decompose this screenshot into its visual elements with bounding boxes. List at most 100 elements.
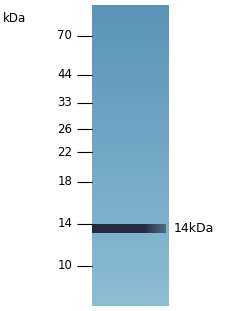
Bar <box>92 28 169 29</box>
Bar <box>93 224 94 233</box>
Bar <box>92 255 169 256</box>
Bar <box>92 157 169 159</box>
Bar <box>92 150 169 151</box>
Bar <box>92 24 169 25</box>
Bar <box>92 35 169 36</box>
Text: 22: 22 <box>57 146 72 159</box>
Bar <box>92 266 169 267</box>
Bar <box>92 13 169 14</box>
Bar <box>122 224 123 233</box>
Bar <box>92 232 169 233</box>
Bar <box>92 236 169 237</box>
Bar <box>92 206 169 207</box>
Bar <box>92 11 169 12</box>
Bar <box>92 257 169 258</box>
Bar <box>92 286 169 287</box>
Bar <box>92 256 169 257</box>
Bar <box>92 155 169 156</box>
Bar <box>92 240 169 241</box>
Bar <box>92 116 169 117</box>
Bar <box>92 53 169 54</box>
Bar <box>92 195 169 196</box>
Bar <box>92 258 169 259</box>
Bar <box>92 108 169 109</box>
Bar <box>92 173 169 174</box>
Bar <box>92 99 169 100</box>
Bar <box>92 55 169 56</box>
Bar <box>92 79 169 80</box>
Bar <box>115 224 116 233</box>
Bar <box>92 31 169 32</box>
Bar <box>92 191 169 192</box>
Bar <box>92 94 169 95</box>
Bar <box>107 224 108 233</box>
Bar <box>92 49 169 50</box>
Bar <box>92 227 169 228</box>
Bar <box>92 218 169 219</box>
Bar <box>92 128 169 129</box>
Bar <box>92 34 169 35</box>
Bar <box>92 295 169 296</box>
Bar <box>92 135 169 137</box>
Bar <box>92 305 169 306</box>
Bar <box>92 25 169 26</box>
Bar <box>92 16 169 17</box>
Bar <box>92 164 169 165</box>
Bar <box>92 203 169 204</box>
Bar <box>126 224 127 233</box>
Bar <box>92 230 169 231</box>
Bar <box>92 262 169 263</box>
Bar <box>161 224 162 233</box>
Bar <box>92 77 169 78</box>
Bar <box>92 263 169 264</box>
Bar <box>92 151 169 152</box>
Bar <box>146 224 147 233</box>
Bar <box>92 261 169 262</box>
Text: 33: 33 <box>58 96 72 109</box>
Bar <box>92 211 169 212</box>
Bar <box>92 95 169 96</box>
Bar <box>92 82 169 83</box>
Bar <box>142 224 143 233</box>
Bar <box>127 224 128 233</box>
Bar <box>96 224 97 233</box>
Bar <box>101 224 102 233</box>
Bar <box>92 152 169 154</box>
Bar <box>92 249 169 250</box>
Bar <box>92 291 169 292</box>
Bar <box>92 253 169 254</box>
Bar <box>92 210 169 211</box>
Bar <box>92 181 169 182</box>
Bar <box>92 42 169 43</box>
Bar <box>92 201 169 202</box>
Bar <box>92 174 169 176</box>
Bar <box>92 205 169 206</box>
Bar <box>109 224 110 233</box>
Bar <box>92 156 169 157</box>
Bar <box>116 224 117 233</box>
Bar <box>92 52 169 53</box>
Bar <box>135 224 136 233</box>
Bar <box>92 297 169 298</box>
Bar <box>92 269 169 270</box>
Bar <box>92 92 169 93</box>
Bar <box>92 127 169 128</box>
Bar <box>92 109 169 110</box>
Bar <box>139 224 140 233</box>
Bar <box>114 224 115 233</box>
Bar <box>92 133 169 134</box>
Bar <box>92 68 169 69</box>
Bar <box>92 233 169 234</box>
Bar <box>113 224 114 233</box>
Bar <box>92 37 169 38</box>
Bar <box>95 224 96 233</box>
Bar <box>92 51 169 52</box>
Bar <box>92 123 169 124</box>
Bar <box>92 100 169 101</box>
Bar <box>92 251 169 252</box>
Bar <box>92 114 169 115</box>
Bar <box>92 289 169 290</box>
Bar <box>92 277 169 278</box>
Bar <box>92 244 169 245</box>
Bar <box>92 176 169 177</box>
